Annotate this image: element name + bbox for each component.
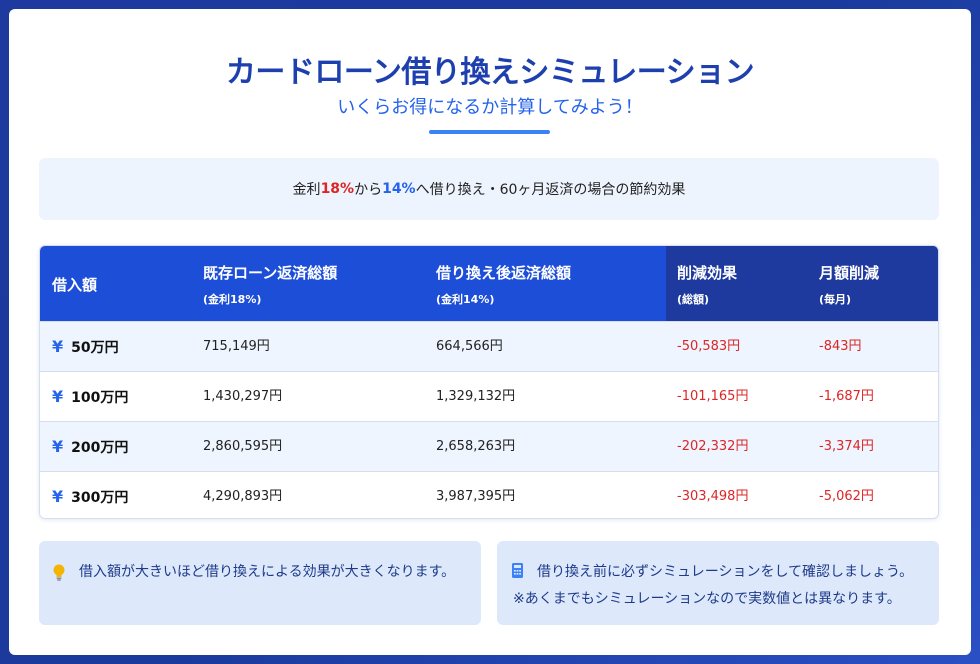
amount-value: 300万円: [71, 490, 129, 506]
page-title: カードローン借り換えシミュレーション: [225, 55, 755, 90]
yen-icon: ¥: [52, 437, 64, 456]
cell-monthly: -1,687円: [819, 389, 874, 404]
col-header-sub: (金利18%): [203, 293, 262, 306]
cell-monthly: -843円: [819, 339, 862, 354]
note-left-text: 借入額が大きいほど借り換えによる効果が大きくなります。: [79, 564, 456, 580]
table-header: 借入額 既存ローン返済総額 (金利18%) 借り換え後返済総額 (金利14%) …: [40, 246, 938, 321]
table-row: ¥50万円 715,149円 664,566円 -50,583円 -843円: [40, 321, 938, 371]
table-row: ¥100万円 1,430,297円 1,329,132円 -101,165円 -…: [40, 371, 938, 421]
amount-value: 50万円: [71, 340, 119, 356]
col-header-sub: (総額): [677, 293, 710, 306]
cell-reduction: -202,332円: [677, 439, 749, 454]
note-left: 借入額が大きいほど借り換えによる効果が大きくなります。: [39, 541, 481, 625]
page-subtitle: いくらお得になるか計算してみよう！: [337, 97, 643, 118]
cell-monthly: -5,062円: [819, 489, 874, 504]
yen-icon: ¥: [52, 487, 64, 506]
cell-old-total: 4,290,893円: [203, 489, 283, 504]
cell-old-total: 2,860,595円: [203, 439, 283, 454]
table-row: ¥200万円 2,860,595円 2,658,263円 -202,332円 -…: [40, 421, 938, 471]
table-row: ¥300万円 4,290,893円 3,987,395円 -303,498円 -…: [40, 471, 938, 518]
amount-value: 200万円: [71, 440, 129, 456]
lightbulb-icon: [53, 564, 65, 581]
amount-value: 100万円: [71, 390, 129, 406]
info-rate-old: 18%: [320, 181, 355, 197]
col-header-label: 借り換え後返済総額: [436, 264, 572, 282]
cell-reduction: -50,583円: [677, 339, 741, 354]
header-highlight: [666, 246, 938, 321]
main-card: カードローン借り換えシミュレーション いくらお得になるか計算してみよう！ 金利 1…: [9, 9, 971, 655]
note-right-line2: ※あくまでもシミュレーションなので実数値とは異なります。: [513, 591, 901, 607]
cell-new-total: 2,658,263円: [436, 439, 516, 454]
cell-amount: ¥50万円: [52, 322, 119, 371]
cell-reduction: -303,498円: [677, 489, 749, 504]
cell-reduction: -101,165円: [677, 389, 749, 404]
cell-amount: ¥200万円: [52, 422, 128, 471]
note-right: 借り換え前に必ずシミュレーションをして確認しましょう。 ※あくまでもシミュレーシ…: [497, 541, 939, 625]
info-suffix: へ借り換え・60ヶ月返済の場合の節約効果: [415, 182, 686, 198]
col-header-label: 借入額: [52, 276, 98, 294]
cell-amount: ¥100万円: [52, 372, 128, 421]
cell-amount: ¥300万円: [52, 472, 129, 518]
info-rate-new: 14%: [382, 181, 416, 197]
cell-old-total: 715,149円: [203, 339, 270, 354]
col-header-label: 月額削減: [819, 264, 880, 282]
cell-new-total: 1,329,132円: [436, 389, 516, 404]
cell-new-total: 3,987,395円: [436, 489, 516, 504]
cell-new-total: 664,566円: [436, 339, 503, 354]
info-prefix: 金利: [292, 182, 321, 198]
yen-icon: ¥: [52, 337, 64, 356]
title-underline: [429, 130, 550, 134]
info-box: 金利 18% から 14% へ借り換え・60ヶ月返済の場合の節約効果: [39, 158, 939, 220]
info-mid: から: [354, 182, 383, 198]
cell-monthly: -3,374円: [819, 439, 874, 454]
calculator-icon: [512, 563, 523, 578]
col-header-sub: (金利14%): [436, 293, 495, 306]
cell-old-total: 1,430,297円: [203, 389, 283, 404]
col-header-sub: (毎月): [819, 293, 852, 306]
col-header-label: 既存ローン返済総額: [203, 264, 338, 282]
note-right-line1: 借り換え前に必ずシミュレーションをして確認しましょう。: [537, 564, 914, 580]
simulation-table: 借入額 既存ローン返済総額 (金利18%) 借り換え後返済総額 (金利14%) …: [39, 245, 939, 519]
col-header-label: 削減効果: [677, 264, 738, 282]
yen-icon: ¥: [52, 387, 64, 406]
